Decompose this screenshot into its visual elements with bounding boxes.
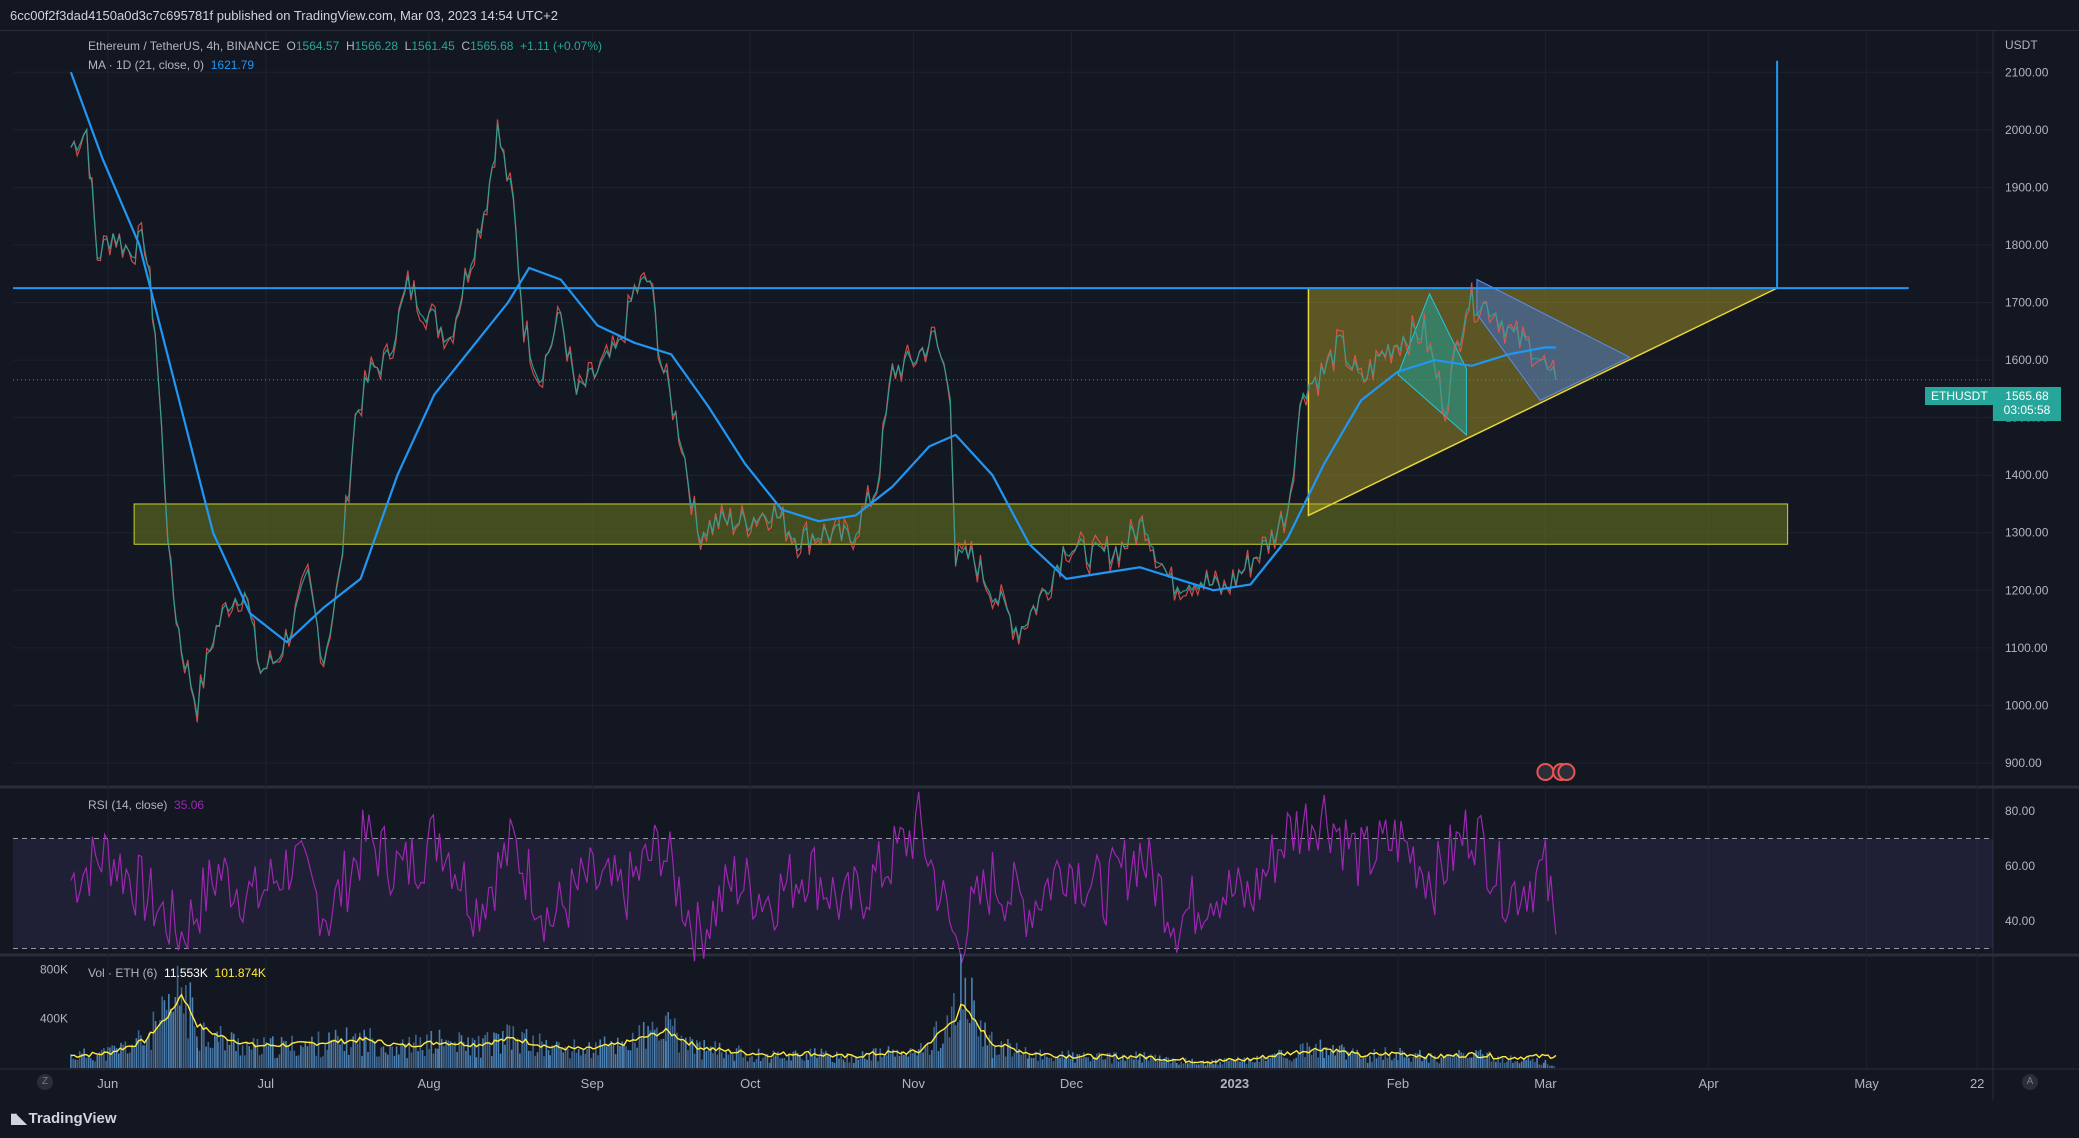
time-tick-label: Nov: [902, 1076, 926, 1091]
legend-close: 1565.68: [470, 39, 514, 53]
legend-low-label: L: [404, 39, 412, 53]
price-tick-label: 2000.00: [2005, 123, 2049, 137]
price-tick-label: 1400.00: [2005, 468, 2049, 482]
time-tick-label: Oct: [740, 1076, 761, 1091]
volume-label: Vol · ETH (6): [88, 966, 158, 980]
rsi-tick-label: 40.00: [2005, 914, 2035, 928]
countdown: 03:05:58: [2003, 403, 2051, 417]
price-tick-label: 1600.00: [2005, 353, 2049, 367]
legend-high-label: H: [345, 39, 355, 53]
last-price-badge: 1565.68 03:05:58: [1993, 387, 2061, 421]
time-tick-label: Apr: [1699, 1076, 1720, 1091]
rsi-tick-label: 60.00: [2005, 859, 2035, 873]
time-tick-label: Feb: [1387, 1076, 1409, 1091]
time-tick-label: 2023: [1220, 1076, 1249, 1091]
rsi-tick-label: 80.00: [2005, 804, 2035, 818]
price-tick-label: 900.00: [2005, 756, 2042, 770]
price-series-up: [70, 123, 1557, 717]
price-tick-label: 1000.00: [2005, 698, 2049, 712]
ma-legend[interactable]: MA · 1D (21, close, 0) 1621.79: [88, 58, 254, 72]
rsi-line: [70, 791, 1557, 965]
tradingview-logo[interactable]: ▮◣ TradingView: [10, 1110, 117, 1127]
publish-line: 6cc00f2f3dad4150a0d3c7c695781f published…: [10, 8, 558, 23]
legend-change: +1.11 (+0.07%): [520, 39, 602, 53]
time-tick-label: Sep: [581, 1076, 604, 1091]
last-price: 1565.68: [2005, 389, 2049, 403]
rsi-band: [13, 838, 1993, 949]
tradingview-mark-icon: ▮◣: [10, 1110, 27, 1126]
price-tick-label: 2100.00: [2005, 65, 2049, 79]
chart-canvas[interactable]: Jun Jul Aug Sep Oct Nov Dec 2023 Feb Mar Apr May 22 9…: [0, 0, 2079, 1100]
legend-open: 1564.57: [295, 39, 340, 53]
time-tick-label: 22: [1970, 1076, 1984, 1091]
economic-event-flag-icon: [1557, 763, 1576, 781]
zoom-button[interactable]: Z: [37, 1074, 53, 1090]
rsi-value: 35.06: [174, 798, 205, 812]
time-tick-label: Jul: [257, 1076, 274, 1091]
moving-average-line: [69, 71, 1556, 644]
brand-label: TradingView: [28, 1110, 117, 1127]
publish-bar: 6cc00f2f3dad4150a0d3c7c695781f published…: [0, 0, 2079, 31]
main-legend: Ethereum / TetherUS, 4h, BINANCE O1564.5…: [88, 39, 602, 53]
rsi-label: RSI (14, close): [88, 798, 168, 812]
legend-open-label: O: [286, 39, 296, 53]
price-tick-label: 1700.00: [2005, 296, 2049, 310]
volume-value: 11.553K: [164, 966, 208, 980]
legend-close-label: C: [461, 39, 471, 53]
price-tick-label: 1900.00: [2005, 180, 2049, 194]
blue-pennant: [1476, 278, 1631, 401]
price-tick-label: 1200.00: [2005, 583, 2049, 597]
volume-tick-label: 800K: [40, 962, 68, 976]
support-zone: [133, 503, 1789, 545]
ma-label: MA · 1D (21, close, 0): [88, 58, 205, 72]
time-tick-label: Mar: [1534, 1076, 1557, 1091]
legend-low: 1561.45: [411, 39, 455, 53]
price-tick-label: 1100.00: [2005, 641, 2048, 655]
legend-high: 1566.28: [354, 39, 398, 53]
time-tick-label: May: [1854, 1076, 1879, 1091]
ma-value: 1621.79: [210, 58, 255, 72]
legend-symbol: Ethereum / TetherUS, 4h, BINANCE: [88, 39, 280, 53]
symbol-badge[interactable]: ETHUSDT: [1925, 387, 1994, 405]
economic-event-flag-icon: [1536, 763, 1555, 781]
price-tick-label: 1800.00: [2005, 238, 2049, 252]
currency-label: USDT: [2005, 38, 2038, 52]
auto-scale-button[interactable]: A: [2022, 1074, 2038, 1090]
footer-bar: [0, 1100, 2079, 1138]
volume-ma-line: [70, 993, 1557, 1064]
time-tick-label: Dec: [1060, 1076, 1084, 1091]
rsi-legend[interactable]: RSI (14, close) 35.06: [88, 798, 204, 812]
volume-tick-label: 400K: [40, 1012, 68, 1026]
price-tick-label: 1300.00: [2005, 526, 2049, 540]
time-tick-label: Aug: [417, 1076, 440, 1091]
time-tick-label: Jun: [97, 1076, 118, 1091]
volume-ma-value: 101.874K: [214, 966, 266, 980]
volume-legend[interactable]: Vol · ETH (6) 11.553K 101.874K: [88, 966, 266, 980]
